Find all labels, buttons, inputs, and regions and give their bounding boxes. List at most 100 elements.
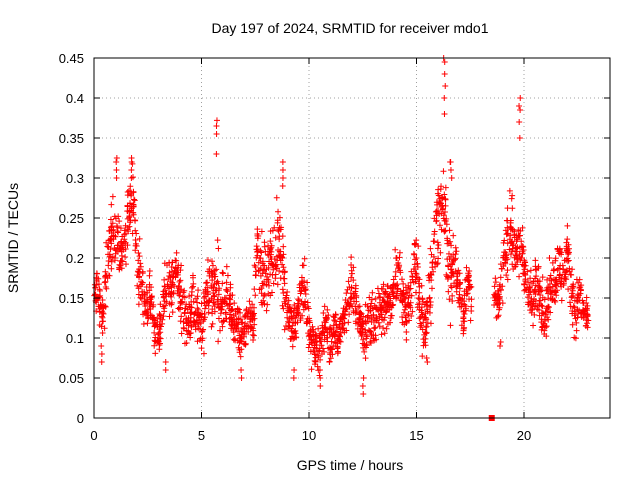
data-point	[567, 299, 574, 306]
y-tick-label: 0.3	[66, 171, 84, 186]
data-point	[448, 266, 455, 273]
data-point	[406, 317, 413, 324]
data-point	[452, 244, 459, 251]
data-point	[355, 304, 362, 311]
data-point	[295, 296, 302, 303]
data-point	[184, 306, 191, 313]
data-point	[430, 253, 437, 260]
data-point	[276, 236, 283, 243]
data-point	[115, 213, 122, 220]
data-point	[132, 227, 139, 234]
data-point	[101, 325, 108, 332]
data-point	[152, 350, 159, 357]
data-point	[435, 186, 442, 193]
data-point	[503, 272, 510, 279]
data-point	[556, 265, 563, 272]
data-point	[109, 193, 116, 200]
data-point	[253, 243, 260, 250]
data-point	[107, 216, 114, 223]
data-point	[220, 270, 227, 277]
data-point	[151, 329, 158, 336]
data-point	[301, 255, 308, 262]
data-point	[317, 383, 324, 389]
data-point	[466, 268, 473, 275]
data-point	[117, 258, 124, 265]
data-point	[574, 314, 581, 321]
data-point	[168, 284, 175, 291]
data-point	[368, 300, 375, 307]
data-point	[350, 295, 357, 302]
data-point	[203, 279, 210, 286]
data-point	[233, 319, 240, 326]
data-point	[316, 347, 323, 354]
data-point	[228, 306, 235, 313]
data-point	[552, 277, 559, 284]
data-point	[219, 323, 226, 330]
data-point	[551, 297, 558, 304]
data-point	[108, 226, 115, 233]
y-axis-label: SRMTID / TECUs	[5, 183, 21, 293]
data-point	[211, 308, 218, 315]
data-point	[221, 298, 228, 305]
data-point	[496, 304, 503, 311]
data-point	[362, 326, 369, 333]
data-point	[502, 249, 509, 256]
data-point	[378, 311, 385, 318]
data-point	[109, 220, 116, 227]
data-point	[168, 263, 175, 270]
data-point	[99, 296, 106, 303]
data-point	[442, 184, 449, 191]
data-point	[508, 195, 515, 202]
data-point	[258, 249, 265, 256]
data-point	[413, 237, 420, 244]
data-point	[392, 268, 399, 275]
data-point	[576, 276, 583, 283]
data-point	[195, 287, 202, 294]
data-point	[272, 234, 279, 241]
data-point	[133, 230, 140, 237]
data-point	[321, 348, 328, 355]
data-point	[525, 286, 532, 293]
x-axis-label: GPS time / hours	[297, 457, 404, 473]
data-point	[463, 287, 470, 294]
data-point	[565, 257, 572, 264]
data-point	[215, 291, 222, 298]
data-point	[289, 343, 296, 350]
data-point	[177, 277, 184, 284]
data-point	[403, 318, 410, 325]
data-point	[453, 288, 460, 295]
data-point	[173, 249, 180, 256]
data-point	[402, 295, 409, 302]
data-point	[174, 287, 181, 294]
data-point	[237, 316, 244, 323]
data-point	[431, 231, 438, 238]
data-point	[351, 290, 358, 297]
data-point	[497, 286, 504, 293]
data-point	[324, 306, 331, 313]
data-point	[208, 295, 215, 302]
data-point	[431, 238, 438, 245]
data-point	[343, 305, 350, 312]
data-point	[530, 322, 537, 329]
data-point	[305, 344, 312, 351]
data-point	[320, 310, 327, 317]
data-point	[146, 287, 153, 294]
data-point	[449, 298, 456, 305]
data-point	[209, 262, 216, 269]
data-point	[205, 291, 212, 298]
data-point	[441, 59, 448, 65]
data-point	[532, 286, 539, 293]
data-point	[368, 296, 375, 303]
data-point	[397, 292, 404, 299]
data-point	[383, 307, 390, 314]
y-tick-label: 0.15	[59, 291, 84, 306]
data-point	[104, 275, 111, 282]
data-point	[251, 321, 258, 328]
data-point	[423, 329, 430, 336]
data-point	[135, 291, 142, 298]
data-point	[517, 227, 524, 234]
data-point	[178, 298, 185, 305]
data-point	[238, 375, 245, 381]
data-point	[140, 311, 147, 318]
data-point	[259, 258, 266, 265]
